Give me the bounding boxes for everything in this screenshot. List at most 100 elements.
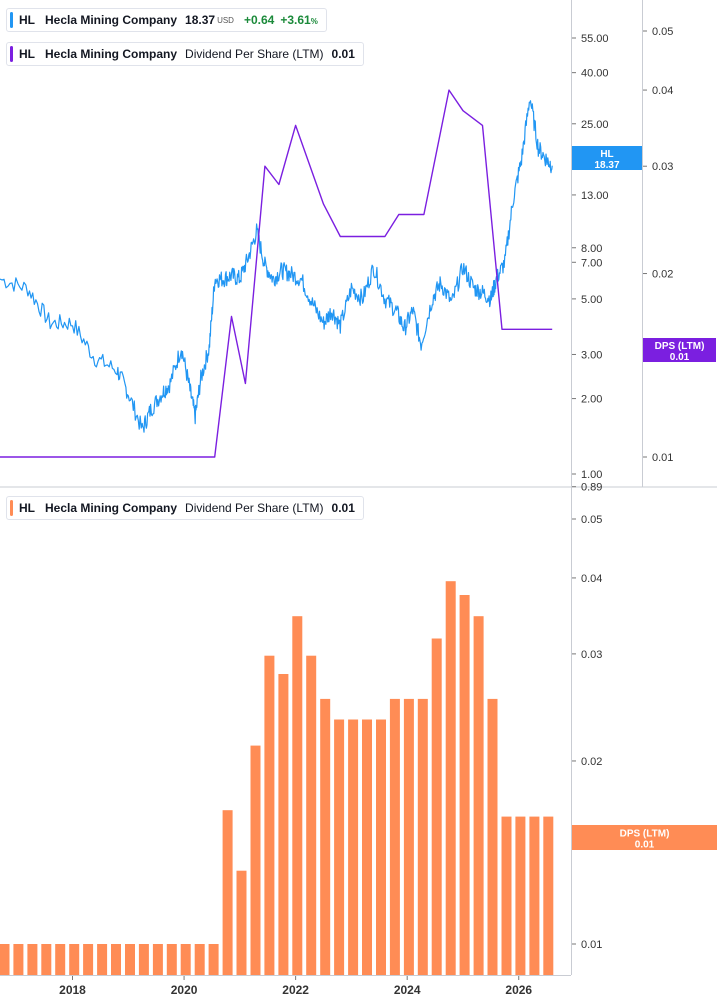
dps-bar — [166, 944, 177, 975]
legend-metric: Dividend Per Share (LTM) — [185, 47, 324, 61]
x-axis-tick-label: 2020 — [171, 983, 198, 997]
bottom-axis-tick-label: 0.03 — [581, 649, 602, 661]
legend-price-swatch — [10, 12, 13, 28]
dps-axis-tick-label: 0.04 — [652, 85, 673, 97]
price-axis-tick-label: 1.00 — [581, 469, 602, 481]
dps-bar — [97, 944, 108, 975]
bottom-axis-tick-label: 0.02 — [581, 756, 602, 768]
dps-bar — [27, 944, 38, 975]
dps-bar — [320, 698, 331, 975]
legend-ticker: HL — [19, 501, 35, 515]
dps-bar — [13, 944, 24, 975]
dps-bar — [376, 719, 386, 975]
legend-dps-top[interactable]: HL Hecla Mining Company Dividend Per Sha… — [6, 42, 364, 66]
x-axis-tick-label: 2026 — [505, 983, 532, 997]
dps-bar — [69, 944, 80, 975]
dps-bar — [334, 719, 345, 975]
legend-dps-bottom[interactable]: HL Hecla Mining Company Dividend Per Sha… — [6, 496, 364, 520]
price-axis-tick-label: 13.00 — [581, 190, 609, 202]
dps-bar — [278, 674, 289, 975]
dps-bar — [222, 810, 233, 975]
dps-top-tag-line2: 0.01 — [670, 352, 690, 363]
dps-bar — [41, 944, 52, 975]
legend-dps-top-swatch — [10, 46, 13, 62]
top-panel — [0, 89, 553, 458]
legend-ticker: HL — [19, 47, 35, 61]
dps-bar — [138, 944, 149, 975]
dps-bottom-tag-bg — [572, 825, 717, 850]
legend-ticker: HL — [19, 13, 35, 27]
dps-bar — [250, 745, 261, 975]
price-axis-tick-label: 55.00 — [581, 33, 609, 45]
legend-pct-sign: % — [310, 17, 318, 26]
price-line — [0, 100, 553, 433]
dps-bar — [403, 698, 414, 975]
dps-bar — [501, 816, 512, 975]
dps-bottom-tag-line2: 0.01 — [635, 840, 655, 851]
dps-bar — [306, 655, 317, 975]
dps-bar — [180, 944, 191, 975]
legend-change: +0.64 — [243, 13, 275, 27]
dps-axis-tick-label: 0.05 — [652, 26, 673, 38]
dps-bar — [431, 638, 442, 975]
bottom-panel — [0, 581, 554, 975]
dps-bar — [417, 698, 428, 975]
dps-bar — [529, 816, 540, 975]
dps-bar — [0, 944, 10, 975]
legend-company: Hecla Mining Company — [45, 47, 178, 61]
legend-last-price: 18.37 — [185, 13, 216, 27]
price-axis-tick-label: 8.00 — [581, 243, 602, 255]
dps-axis-tick-label: 0.02 — [652, 269, 673, 281]
legend-change-pct-value: +3.61 — [280, 13, 311, 27]
dps-bar — [236, 870, 247, 975]
dps-bar — [515, 816, 526, 975]
dps-bar — [125, 944, 135, 975]
dps-bar — [543, 816, 554, 975]
dps-top-tag-line1: DPS (LTM) — [655, 341, 705, 352]
dps-top-tag-bg — [643, 338, 716, 362]
legend-company: Hecla Mining Company — [45, 13, 178, 27]
dps-bar — [55, 944, 66, 975]
dps-bar — [194, 944, 205, 975]
legend-change-pct: +3.61% — [280, 13, 318, 27]
legend-currency: USD — [217, 15, 234, 25]
dps-bar — [208, 944, 219, 975]
dps-bar — [389, 698, 400, 975]
x-axis-tick-label: 2018 — [59, 983, 86, 997]
dps-bar — [83, 944, 94, 975]
dps-axis-tick-label: 0.03 — [652, 161, 673, 173]
price-axis-tick-label: 5.00 — [581, 294, 602, 306]
dps-bar — [292, 616, 303, 975]
dps-bar — [152, 944, 163, 975]
dps-bar — [473, 616, 484, 975]
bottom-axis-tick-label: 0.01 — [581, 939, 602, 951]
dps-bar — [459, 595, 470, 975]
legend-value: 0.01 — [331, 501, 355, 515]
dps-bar — [445, 581, 456, 975]
x-axis-tick-label: 2022 — [282, 983, 309, 997]
dps-bar — [111, 944, 121, 975]
bottom-axis-tick-label: 0.04 — [581, 573, 602, 585]
dps-bottom-tag-line1: DPS (LTM) — [620, 829, 670, 840]
price-axis-tick-label: 40.00 — [581, 68, 609, 80]
bottom-axis-tick-label: 0.05 — [581, 514, 602, 526]
legend-company: Hecla Mining Company — [45, 501, 178, 515]
price-axis-tick-label: 7.00 — [581, 257, 602, 269]
dps-bar — [362, 719, 372, 975]
price-tag-bg — [572, 146, 642, 170]
dps-bar — [264, 655, 275, 975]
legend-price[interactable]: HL Hecla Mining Company 18.37 USD +0.64 … — [6, 8, 327, 32]
price-axis-tick-label: 3.00 — [581, 349, 602, 361]
dps-line — [0, 89, 553, 458]
price-tag-line2: 18.37 — [594, 160, 619, 171]
price-tag-line1: HL — [600, 149, 613, 160]
legend-value: 0.01 — [331, 47, 355, 61]
dps-axis-tick-label: 0.01 — [652, 452, 673, 464]
dps-bar — [348, 719, 359, 975]
price-axis-tick-label: 0.89 — [581, 482, 602, 494]
legend-dps-bottom-swatch — [10, 500, 13, 516]
x-axis-tick-label: 2024 — [394, 983, 421, 997]
